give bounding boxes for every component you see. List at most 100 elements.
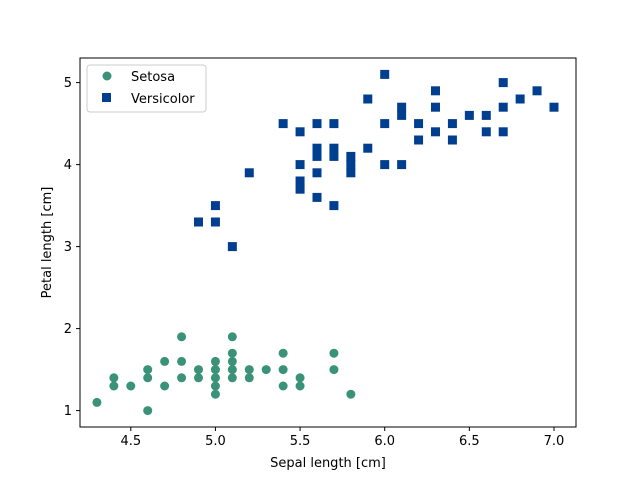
- versicolor-point-5: [278, 119, 288, 129]
- x-tick-label: 6.0: [374, 434, 395, 449]
- versicolor-point-32: [430, 86, 440, 96]
- x-tick-label: 6.5: [459, 434, 480, 449]
- versicolor-point-17: [329, 151, 339, 161]
- y-tick-label: 2: [64, 322, 72, 337]
- plot-area-frame: [79, 57, 577, 428]
- setosa-point-19: [227, 332, 237, 342]
- versicolor-point-35: [447, 119, 457, 129]
- versicolor-point-18: [329, 201, 339, 211]
- versicolor-point-20: [346, 160, 356, 170]
- legend-label-setosa: Setosa: [131, 70, 175, 85]
- versicolor-point-16: [329, 143, 339, 153]
- versicolor-point-21: [346, 168, 356, 178]
- versicolor-point-6: [295, 127, 305, 137]
- setosa-point-8: [160, 381, 170, 391]
- setosa-point-14: [210, 356, 220, 366]
- versicolor-point-23: [363, 143, 373, 153]
- setosa-point-27: [278, 348, 288, 358]
- versicolor-point-8: [295, 176, 305, 186]
- y-tick-label: 1: [64, 404, 72, 419]
- versicolor-point-11: [312, 143, 322, 153]
- setosa-point-22: [227, 365, 237, 375]
- x-axis-ticks: 4.5 5.0 5.5 6.0 6.5 7.0: [120, 427, 564, 449]
- versicolor-point-28: [397, 110, 407, 120]
- setosa-point-20: [227, 348, 237, 358]
- versicolor-point-9: [295, 184, 305, 194]
- x-tick-label: 7.0: [544, 434, 565, 449]
- y-axis-label: Petal length [cm]: [40, 187, 55, 299]
- versicolor-point-37: [464, 110, 474, 120]
- legend: Setosa Versicolor: [86, 64, 207, 113]
- legend-marker-versicolor: [102, 93, 111, 102]
- setosa-point-13: [194, 373, 203, 383]
- setosa-point-2: [109, 381, 119, 391]
- versicolor-point-34: [430, 127, 440, 137]
- versicolor-point-15: [329, 119, 339, 129]
- setosa-point-17: [210, 381, 220, 391]
- setosa-point-12: [194, 365, 203, 375]
- versicolor-point-31: [414, 135, 424, 145]
- setosa-point-26: [261, 365, 271, 375]
- versicolor-point-2: [210, 217, 220, 227]
- versicolor-point-13: [312, 168, 322, 178]
- setosa-point-23: [227, 373, 237, 383]
- versicolor-point-19: [346, 151, 356, 161]
- legend-marker-setosa: [102, 71, 112, 81]
- setosa-point-21: [227, 356, 237, 366]
- legend-label-versicolor: Versicolor: [131, 92, 195, 107]
- versicolor-point-12: [312, 151, 322, 161]
- y-axis-ticks: 1 2 3 4 5: [64, 76, 80, 419]
- setosa-point-16: [210, 373, 220, 383]
- x-tick-label: 5.0: [205, 434, 226, 449]
- setosa-point-29: [278, 381, 288, 391]
- versicolor-point-26: [380, 160, 390, 170]
- setosa-point-34: [346, 389, 356, 399]
- versicolor-point-38: [481, 110, 491, 120]
- versicolor-point-0: [194, 217, 203, 227]
- versicolor-point-10: [312, 119, 322, 129]
- versicolor-point-45: [549, 102, 559, 112]
- setosa-point-28: [278, 365, 288, 375]
- setosa-point-24: [244, 365, 254, 375]
- x-tick-label: 5.5: [290, 434, 311, 449]
- setosa-point-0: [92, 397, 102, 407]
- setosa-point-33: [329, 365, 339, 375]
- data-points: [92, 69, 559, 416]
- versicolor-point-44: [532, 86, 542, 96]
- y-tick-label: 3: [64, 240, 72, 255]
- versicolor-point-39: [481, 127, 491, 137]
- setosa-point-9: [177, 332, 187, 342]
- setosa-point-3: [126, 381, 136, 391]
- x-axis-label: Sepal length [cm]: [270, 456, 386, 471]
- versicolor-point-42: [498, 127, 508, 137]
- x-tick-label: 4.5: [120, 434, 141, 449]
- setosa-point-6: [143, 406, 153, 416]
- versicolor-point-30: [414, 119, 424, 129]
- setosa-point-1: [109, 373, 119, 383]
- y-tick-label: 4: [64, 158, 72, 173]
- versicolor-point-27: [397, 102, 407, 112]
- versicolor-point-33: [430, 102, 440, 112]
- versicolor-point-4: [244, 168, 254, 178]
- setosa-point-7: [160, 356, 170, 366]
- legend-box: [86, 64, 207, 113]
- versicolor-point-36: [447, 135, 457, 145]
- setosa-point-15: [210, 365, 220, 375]
- versicolor-point-41: [498, 102, 508, 112]
- setosa-point-18: [210, 389, 220, 399]
- setosa-point-4: [143, 365, 153, 375]
- versicolor-point-14: [312, 192, 322, 202]
- setosa-point-11: [177, 373, 187, 383]
- versicolor-point-1: [210, 201, 220, 211]
- setosa-point-10: [177, 356, 187, 366]
- versicolor-point-43: [515, 94, 525, 104]
- versicolor-point-25: [380, 119, 390, 129]
- versicolor-point-40: [498, 78, 508, 88]
- versicolor-point-22: [363, 94, 373, 104]
- versicolor-point-29: [397, 160, 407, 170]
- setosa-point-30: [295, 373, 305, 383]
- setosa-point-25: [244, 373, 254, 383]
- versicolor-point-24: [380, 69, 390, 79]
- versicolor-point-3: [227, 242, 237, 252]
